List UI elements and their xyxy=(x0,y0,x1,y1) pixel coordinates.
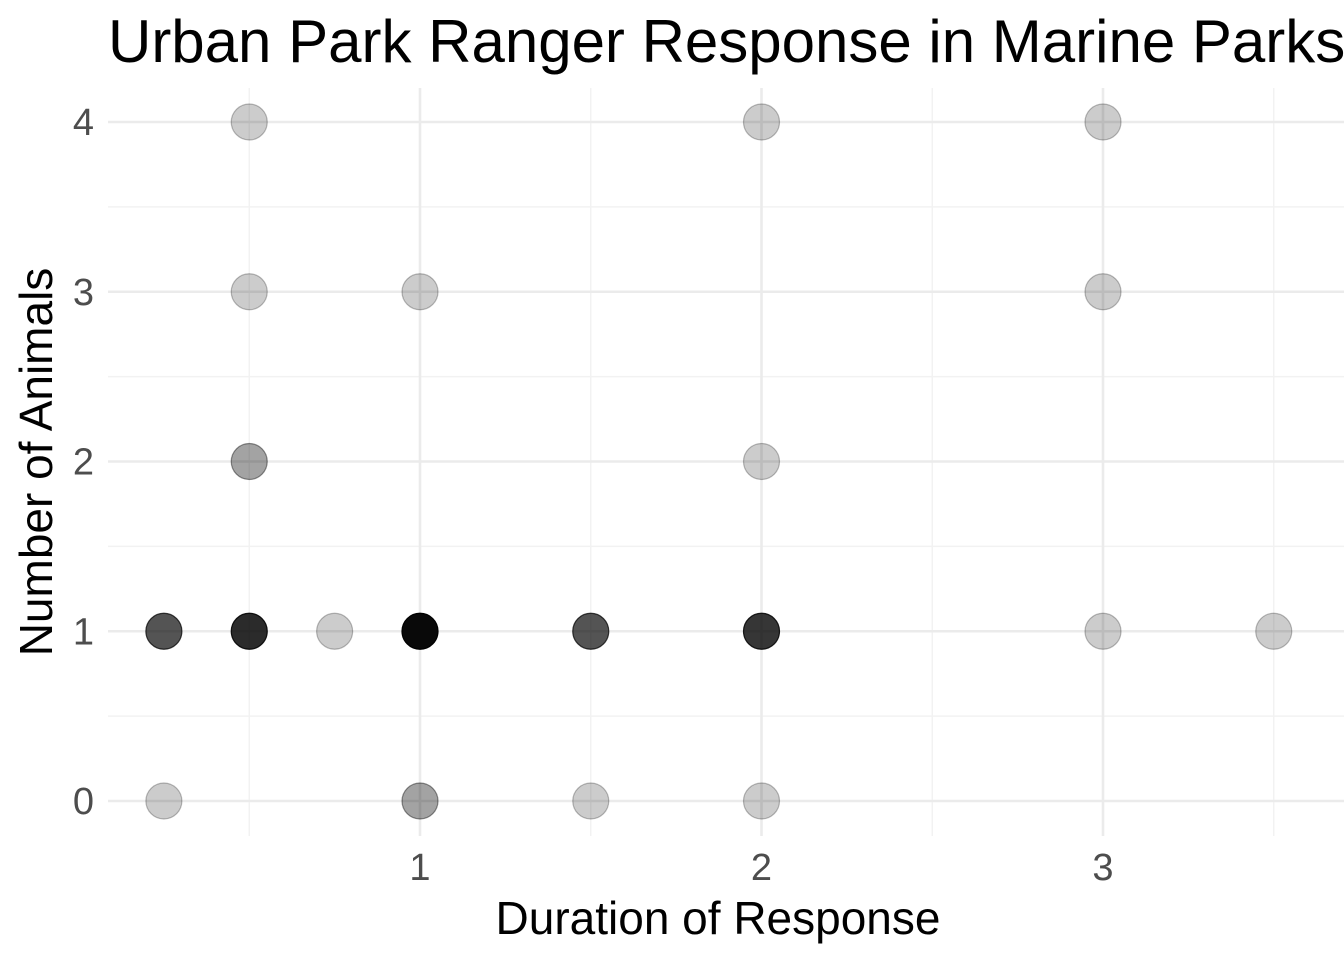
y-tick-label: 0 xyxy=(73,781,94,823)
x-tick-label: 2 xyxy=(751,847,772,889)
y-tick-label: 1 xyxy=(73,611,94,653)
data-point xyxy=(401,273,439,311)
grid-lines xyxy=(108,88,1344,836)
data-points xyxy=(145,103,1293,820)
data-point xyxy=(742,782,781,820)
x-axis-title: Duration of Response xyxy=(496,892,941,944)
chart-title: Urban Park Ranger Response in Marine Par… xyxy=(108,8,1344,75)
data-point xyxy=(572,782,610,820)
y-axis-title: Number of Animals xyxy=(10,268,62,657)
data-point xyxy=(742,442,781,481)
data-point xyxy=(1084,612,1122,650)
data-point xyxy=(230,612,268,650)
data-point xyxy=(401,612,439,650)
data-point xyxy=(230,103,268,141)
y-tick-label: 4 xyxy=(73,102,94,144)
data-point xyxy=(145,612,183,650)
data-point xyxy=(742,103,781,141)
data-point xyxy=(316,612,354,650)
data-point xyxy=(1255,612,1293,650)
data-point xyxy=(1084,273,1122,311)
data-point xyxy=(742,612,781,650)
data-point xyxy=(401,782,439,820)
x-tick-label: 3 xyxy=(1092,847,1113,889)
data-point xyxy=(572,612,610,650)
y-tick-label: 2 xyxy=(73,442,94,484)
y-tick-label: 3 xyxy=(73,272,94,314)
data-point xyxy=(230,273,268,311)
data-point xyxy=(145,782,183,820)
data-point xyxy=(230,442,268,481)
data-point xyxy=(1084,103,1122,141)
x-tick-label: 1 xyxy=(409,847,430,889)
tick-labels: 1 2 3 0 1 2 3 4 xyxy=(73,102,1114,889)
